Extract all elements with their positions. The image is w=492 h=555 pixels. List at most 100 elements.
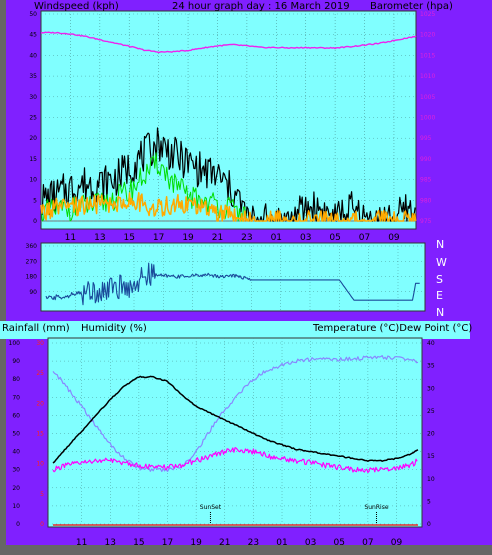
- humidity-tick-label: 30: [12, 467, 20, 474]
- temperature-axis-label: Temperature (°C)Dew Point (°C): [312, 323, 472, 334]
- temperature-series-line: [52, 375, 419, 464]
- speed-series-line: [40, 152, 247, 222]
- barometer-tick-label: 1005: [420, 94, 435, 101]
- barometer-tick-label: 980: [420, 197, 432, 204]
- humidity-tick-label: 70: [12, 394, 20, 401]
- rain-humidity-temp-panel: SunSet SunRise 11 13 15 17 19 21 23 01 03 05 07 0910…: [0, 321, 472, 548]
- direction-label-s: S: [436, 273, 443, 286]
- rain-x-tick-label: 05: [334, 538, 345, 548]
- wind-pressure-panel: 11 13 15 17 19 21 23 01 03 05 07 095045403530252015…: [29, 1, 453, 243]
- windspeed-tick-label: 30: [29, 94, 37, 101]
- left-border: [0, 0, 6, 555]
- barometer-tick-label: 995: [420, 135, 432, 142]
- wind-direction-panel: 360 270 180 90 N W S E N: [6, 238, 447, 319]
- humidity-series-line: [52, 355, 419, 473]
- dewpoint-series-line: [52, 447, 418, 473]
- rain-x-tick-label: 15: [133, 538, 144, 548]
- direction-label-n-top: N: [436, 238, 444, 251]
- barometer-tick-label: 1000: [420, 115, 435, 122]
- direction-tick-label: 360: [26, 243, 38, 250]
- rain-tick-label: 20: [36, 400, 44, 407]
- rain-x-tick-label: 09: [391, 538, 403, 548]
- wind-x-tick-label: 05: [329, 233, 340, 243]
- barometer-tick-label: 990: [420, 156, 432, 163]
- rain-humidity-label-bar: [0, 321, 470, 339]
- wind-x-tick-label: 07: [359, 233, 370, 243]
- rain-tick-label: 10: [36, 461, 44, 468]
- temperature-tick-label: 25: [427, 408, 435, 415]
- wind-pressure-series: [40, 31, 417, 222]
- direction-label-w: W: [436, 256, 447, 269]
- rain-humidity-grid: [48, 338, 422, 525]
- direction-tick-label: 180: [26, 274, 38, 281]
- windspeed-tick-label: 25: [29, 115, 37, 122]
- windspeed-tick-label: 45: [29, 32, 37, 39]
- windspeed-tick-label: 20: [29, 135, 37, 142]
- barometer-tick-label: 985: [420, 177, 432, 184]
- humidity-tick-label: 80: [12, 376, 20, 383]
- rain-tick-label: 15: [36, 431, 44, 438]
- humidity-tick-label: 50: [12, 431, 20, 438]
- rainfall-axis-label: Rainfall (mm): [2, 323, 70, 334]
- rain-x-tick-label: 21: [219, 538, 230, 548]
- sunrise-label: SunRise: [364, 504, 388, 511]
- temperature-tick-label: 35: [427, 363, 435, 370]
- humidity-tick-label: 20: [12, 485, 20, 492]
- wind-x-tick-label: 13: [94, 233, 105, 243]
- rain-x-tick-label: 11: [76, 538, 87, 548]
- direction-series-line: [45, 262, 420, 306]
- windspeed-tick-label: 5: [33, 197, 37, 204]
- wind-x-tick-label: 01: [271, 233, 282, 243]
- rain-tick-label: 5: [40, 491, 44, 498]
- rain-x-tick-label: 01: [276, 538, 287, 548]
- barometer-tick-label: 1020: [420, 32, 435, 39]
- wind-x-tick-label: 11: [65, 233, 76, 243]
- barometer-axis-label: Barometer (hpa): [370, 1, 453, 12]
- humidity-tick-label: 0: [16, 521, 20, 528]
- temperature-tick-label: 15: [427, 453, 435, 460]
- windspeed-tick-label: 50: [29, 11, 37, 18]
- temperature-tick-label: 0: [427, 521, 431, 528]
- barometer-tick-label: 1025: [420, 11, 435, 18]
- barometer-tick-label: 975: [420, 218, 432, 225]
- windspeed-tick-label: 40: [29, 52, 37, 59]
- temperature-tick-label: 10: [427, 476, 435, 483]
- direction-label-n-bottom: N: [436, 306, 444, 319]
- wind-x-tick-label: 09: [388, 233, 400, 243]
- rain-tick-label: 30: [36, 340, 44, 347]
- wind-x-tick-label: 19: [182, 233, 194, 243]
- sunset-label: SunSet: [200, 504, 222, 511]
- rain-humidity-ticks: 11 13 15 17 19 21 23 01 03 05 07 091009080706050403…: [9, 340, 435, 548]
- barometer-series-line: [40, 31, 417, 54]
- rain-x-tick-label: 23: [248, 538, 259, 548]
- direction-tick-label: 90: [29, 289, 37, 296]
- rain-x-tick-label: 19: [190, 538, 202, 548]
- barometer-tick-label: 1015: [420, 52, 435, 59]
- windspeed-tick-label: 10: [29, 177, 37, 184]
- humidity-tick-label: 90: [12, 358, 20, 365]
- temperature-tick-label: 30: [427, 385, 435, 392]
- graph-title: 24 hour graph day : 16 March 2019: [172, 1, 350, 12]
- wind-direction-grid: [41, 243, 425, 311]
- wind-x-tick-label: 03: [300, 233, 311, 243]
- windspeed-tick-label: 0: [33, 218, 37, 225]
- rain-tick-label: 25: [36, 370, 44, 377]
- barometer-tick-label: 1010: [420, 73, 435, 80]
- wind-pressure-ticks: 11 13 15 17 19 21 23 01 03 05 07 095045403530252015…: [29, 11, 435, 243]
- windspeed-tick-label: 15: [29, 156, 37, 163]
- wind-x-tick-label: 21: [212, 233, 223, 243]
- wind-x-tick-label: 17: [153, 233, 164, 243]
- average-series-line: [40, 192, 417, 222]
- humidity-axis-label: Humidity (%): [81, 323, 147, 334]
- temperature-tick-label: 20: [427, 431, 435, 438]
- humidity-tick-label: 10: [12, 503, 20, 510]
- rain-tick-label: 0: [40, 521, 44, 528]
- temperature-tick-label: 40: [427, 340, 435, 347]
- rain-x-tick-label: 07: [362, 538, 373, 548]
- humidity-tick-label: 100: [9, 340, 21, 347]
- wind-direction-ticks: 360 270 180 90: [26, 243, 38, 296]
- rain-humidity-series: SunSet SunRise: [52, 355, 419, 526]
- wind-x-tick-label: 23: [241, 233, 252, 243]
